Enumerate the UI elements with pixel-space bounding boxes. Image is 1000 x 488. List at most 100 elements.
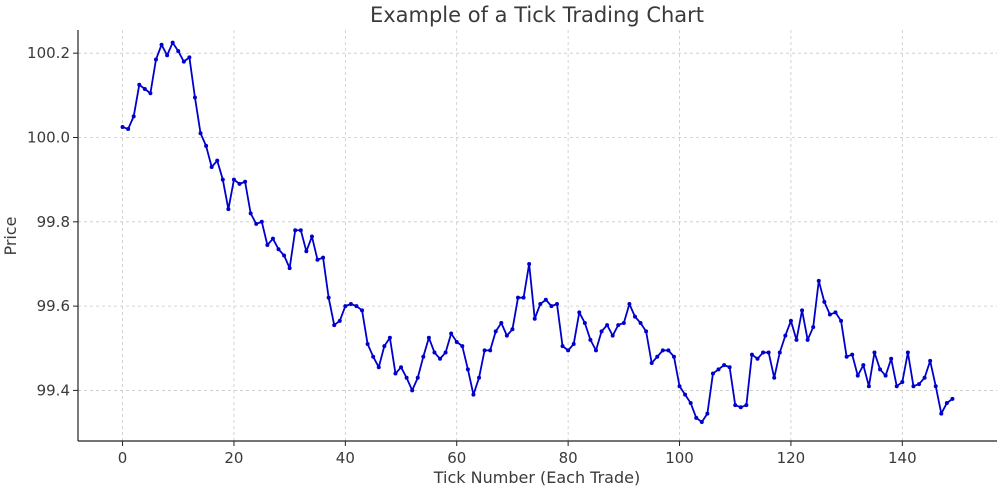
x-tick-label: 0 [118, 449, 128, 467]
plot-frame [78, 30, 997, 441]
price-point [304, 249, 309, 254]
y-tick-label: 100.0 [27, 128, 70, 146]
price-point [794, 337, 799, 342]
price-point [582, 320, 587, 325]
price-point [220, 177, 225, 182]
price-point [621, 320, 626, 325]
price-point [866, 384, 871, 389]
price-point [243, 179, 248, 184]
price-point [772, 375, 777, 380]
price-point [883, 373, 888, 378]
price-point [694, 415, 699, 420]
price-point [354, 304, 359, 309]
price-point [577, 310, 582, 315]
price-point [878, 367, 883, 372]
price-point [733, 403, 738, 408]
price-point [822, 299, 827, 304]
price-point [120, 124, 125, 129]
price-point [761, 350, 766, 355]
price-point [343, 304, 348, 309]
price-point [705, 411, 710, 416]
price-point [387, 335, 392, 340]
price-point [755, 356, 760, 361]
price-point [204, 143, 209, 148]
price-point [371, 354, 376, 359]
price-point [126, 127, 131, 132]
price-point [833, 310, 838, 315]
price-point [449, 331, 454, 336]
price-point [593, 348, 598, 353]
price-point [410, 388, 415, 393]
price-point [293, 228, 298, 233]
price-point [844, 354, 849, 359]
price-point [170, 40, 175, 45]
price-point [521, 295, 526, 300]
price-point [538, 302, 543, 306]
price-point [872, 350, 877, 355]
price-point [443, 350, 448, 355]
price-point [889, 356, 894, 361]
price-point [649, 361, 654, 366]
price-point [655, 354, 660, 359]
price-point [376, 365, 381, 370]
price-point [493, 329, 498, 334]
price-point [393, 371, 398, 376]
price-point [326, 295, 331, 300]
price-point [911, 384, 916, 389]
price-point [237, 181, 242, 186]
x-axis-ticks: 0 20 40 60 80 100 120 140 [118, 441, 917, 467]
price-point [276, 247, 281, 252]
price-point [722, 363, 727, 368]
price-point [905, 350, 910, 355]
y-axis-label: Price [1, 216, 20, 255]
price-point [360, 308, 365, 313]
price-point [382, 344, 387, 349]
price-point [421, 354, 426, 359]
price-point [805, 337, 810, 342]
y-tick-label: 99.6 [37, 297, 70, 315]
price-point [928, 358, 933, 363]
price-point [215, 158, 220, 163]
price-point [766, 350, 771, 355]
price-point [816, 278, 821, 283]
price-point [777, 350, 782, 355]
price-point [632, 314, 637, 319]
price-point [839, 318, 844, 323]
price-point [861, 363, 866, 368]
y-tick-label: 100.2 [27, 44, 70, 62]
price-point [605, 323, 610, 328]
price-point [426, 335, 431, 340]
chart-title: Example of a Tick Trading Chart [370, 3, 704, 27]
x-tick-label: 20 [224, 449, 243, 467]
price-point [298, 228, 303, 233]
price-point [571, 342, 576, 347]
price-point [749, 352, 754, 357]
price-point [321, 255, 326, 260]
price-point [917, 382, 922, 387]
price-point [671, 354, 676, 359]
price-point [783, 333, 788, 338]
price-point [192, 95, 197, 100]
price-point [265, 242, 270, 247]
price-point [660, 348, 665, 353]
price-point [348, 302, 353, 306]
price-point [153, 57, 158, 62]
price-point [638, 320, 643, 325]
price-point [148, 91, 153, 96]
x-tick-label: 40 [336, 449, 355, 467]
price-point [900, 379, 905, 384]
price-point [566, 348, 571, 353]
price-point [944, 401, 949, 406]
price-point [738, 405, 743, 410]
price-point [811, 325, 816, 330]
price-point [677, 384, 682, 389]
price-point [259, 219, 264, 224]
price-point [616, 323, 621, 328]
price-point [454, 339, 459, 344]
price-point [187, 55, 192, 60]
price-point [516, 295, 521, 300]
price-point [315, 257, 320, 262]
x-tick-label: 80 [559, 449, 578, 467]
grid-lines [78, 30, 997, 441]
price-point [716, 367, 721, 372]
